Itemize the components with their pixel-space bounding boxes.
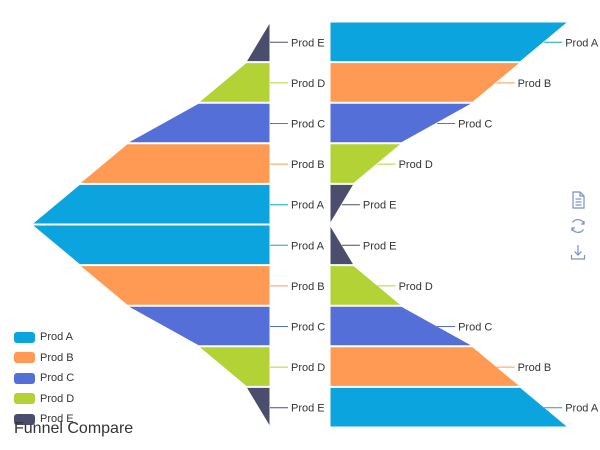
legend-swatch [14,331,35,343]
save-image-icon[interactable] [568,242,588,262]
legend-item-prod-d[interactable]: Prod D [14,389,74,410]
restore-icon[interactable] [568,216,588,236]
funnel-label: Prod D [399,281,433,293]
funnel-label: Prod B [518,362,552,374]
funnel-segment-prod-e[interactable] [245,20,271,63]
funnel-segment-prod-a[interactable] [30,183,271,225]
funnel-label: Prod A [565,403,599,415]
funnel-segment-prod-b[interactable] [329,62,522,103]
funnel-label: Prod B [291,281,325,293]
funnel-segment-prod-c[interactable] [329,305,475,347]
funnel-segment-prod-c[interactable] [329,102,475,144]
funnel-segment-prod-b[interactable] [329,346,522,387]
funnel-label: Prod C [291,322,325,334]
funnel-segment-prod-d[interactable] [329,143,403,184]
funnel-segment-prod-a[interactable] [329,21,570,63]
legend-label: Prod E [40,413,74,426]
funnel-segment-prod-c[interactable] [125,102,271,144]
legend-swatch [14,413,35,425]
toolbox [568,190,588,268]
funnel-label: Prod C [458,119,492,131]
funnel-segment-prod-a[interactable] [30,224,271,266]
funnel-label: Prod D [291,78,325,90]
funnel-label: Prod C [458,322,492,334]
funnel-segment-prod-c[interactable] [125,305,271,347]
funnel-label: Prod D [399,159,433,171]
data-view-icon[interactable] [568,190,588,210]
legend: Prod A Prod B Prod C Prod D Prod E [14,327,74,430]
funnel-segment-prod-e[interactable] [245,386,271,429]
legend-label: Prod C [40,372,75,385]
funnel-label: Prod E [291,37,325,49]
funnel-label: Prod D [291,362,325,374]
chart-title: Funnel Compare [14,420,134,437]
funnel-label: Prod C [291,119,325,131]
legend-item-prod-a[interactable]: Prod A [14,327,74,348]
funnel-segment-prod-d[interactable] [197,346,271,387]
funnel-segment-prod-d[interactable] [197,62,271,103]
legend-item-prod-e[interactable]: Prod E [14,409,74,430]
funnel-label: Prod E [291,403,325,415]
funnel-label: Prod A [291,240,325,252]
funnel-label: Prod E [363,200,397,212]
funnel-segment-prod-b[interactable] [78,265,271,306]
legend-label: Prod D [40,392,75,405]
legend-item-prod-c[interactable]: Prod C [14,368,74,389]
funnel-label: Prod E [363,240,397,252]
funnel-segment-prod-b[interactable] [78,143,271,184]
legend-label: Prod B [40,351,74,364]
legend-label: Prod A [40,331,74,344]
legend-swatch [14,352,35,364]
legend-swatch [14,393,35,405]
funnel-label: Prod B [291,159,325,171]
funnel-segment-prod-a[interactable] [329,386,570,428]
funnel-label: Prod A [565,37,599,49]
funnel-segment-prod-d[interactable] [329,265,403,306]
legend-swatch [14,372,35,384]
legend-item-prod-b[interactable]: Prod B [14,348,74,369]
funnel-label: Prod A [291,200,325,212]
funnel-label: Prod B [518,78,552,90]
